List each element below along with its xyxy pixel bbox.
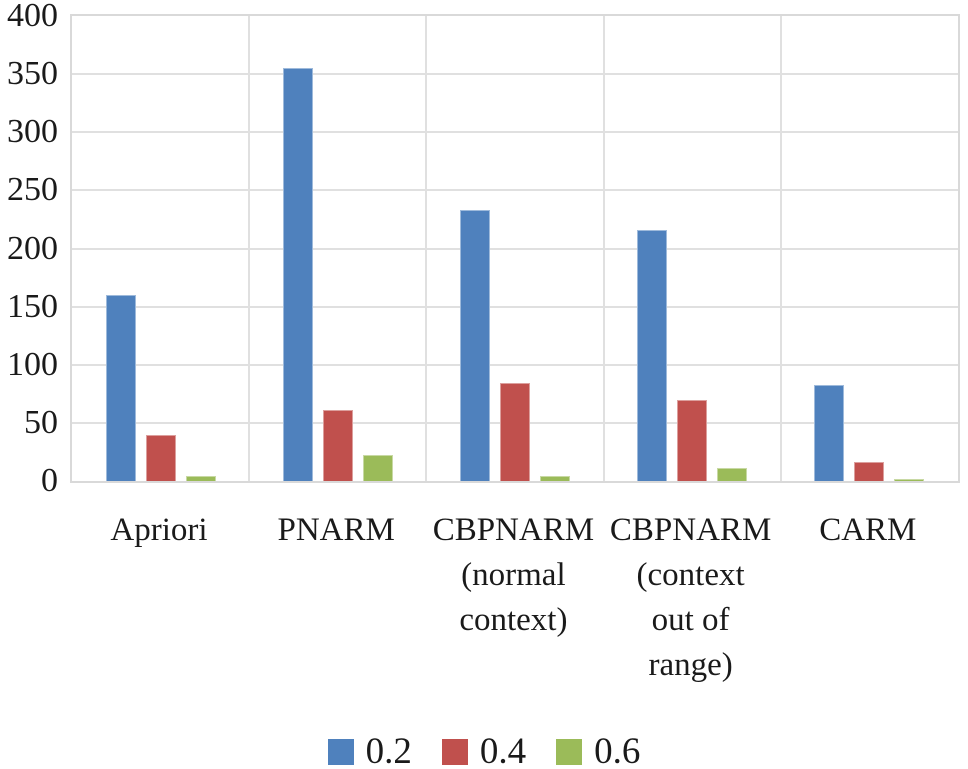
category-label: CARM	[819, 512, 917, 548]
legend-label: 0.2	[365, 731, 412, 769]
bar	[460, 210, 490, 481]
bar	[637, 229, 668, 481]
v-gridline	[602, 16, 605, 481]
v-gridline	[248, 16, 251, 481]
y-tick-label: 200	[7, 229, 58, 267]
plot-area	[70, 14, 960, 483]
y-tick-label: 350	[7, 55, 58, 93]
bar	[500, 383, 530, 481]
bar	[814, 384, 845, 481]
h-gridline	[72, 363, 958, 366]
legend-swatch	[441, 738, 468, 765]
legend: 0.2 0.4 0.6	[0, 733, 968, 769]
h-gridline	[72, 131, 958, 134]
y-tick-label: 250	[7, 171, 58, 209]
bar	[362, 455, 393, 481]
bar	[894, 478, 925, 481]
legend-swatch	[327, 738, 354, 765]
bar	[322, 410, 353, 481]
y-tick-label: 150	[7, 287, 58, 325]
bar	[854, 462, 885, 481]
legend-label: 0.6	[594, 731, 641, 769]
bar	[185, 476, 216, 481]
h-gridline	[72, 247, 958, 250]
y-tick-label: 300	[7, 113, 58, 151]
bar	[717, 468, 748, 481]
category-label: Apriori	[110, 512, 208, 548]
y-tick-label: 0	[41, 462, 58, 499]
bar	[540, 476, 570, 481]
legend-item: 0.6	[556, 733, 640, 769]
legend-swatch	[556, 738, 583, 765]
v-gridline	[425, 16, 428, 481]
bar	[145, 434, 176, 481]
h-gridline	[72, 189, 958, 192]
v-gridline	[779, 16, 782, 481]
y-tick-label: 100	[7, 345, 58, 383]
category-label: CBPNARM (context out of range)	[609, 512, 772, 683]
h-gridline	[72, 305, 958, 308]
bar	[677, 399, 708, 481]
bar	[282, 68, 313, 481]
y-tick-label: 50	[24, 403, 58, 441]
y-tick-label: 400	[7, 0, 58, 34]
bar	[105, 295, 136, 481]
h-gridline	[72, 73, 958, 76]
legend-label: 0.4	[479, 731, 527, 769]
legend-item: 0.4	[441, 731, 527, 769]
legend-item: 0.2	[327, 731, 412, 769]
category-label: CBPNARM (normal context)	[432, 512, 595, 638]
category-label: PNARM	[277, 512, 395, 548]
